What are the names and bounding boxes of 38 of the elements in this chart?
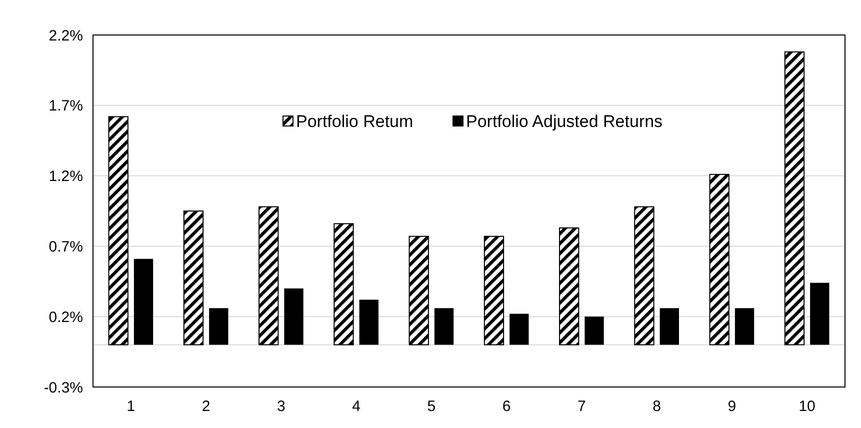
bar: [434, 308, 454, 345]
y-tick-label: 0.2%: [48, 308, 83, 326]
bar: [408, 236, 429, 346]
bar: [134, 258, 154, 345]
x-tick-label: 7: [578, 398, 586, 415]
bar: [284, 288, 304, 345]
bar: [359, 300, 378, 345]
bar: [810, 282, 830, 345]
x-tick-label: 10: [798, 398, 816, 415]
bar: [559, 227, 580, 346]
x-tick-label: 8: [652, 398, 661, 415]
bar: [734, 308, 754, 345]
bar: [784, 51, 805, 346]
bar: [108, 116, 128, 346]
y-tick-label: 2.2%: [48, 27, 83, 44]
bar: [209, 308, 228, 345]
bar: [660, 308, 679, 345]
x-tick-label: 3: [277, 398, 286, 415]
x-tick-label: 9: [728, 398, 736, 415]
bar: [709, 174, 730, 346]
legend-label: Portfolio Retum: [296, 112, 414, 131]
x-tick-label: 4: [352, 398, 360, 415]
bar: [510, 314, 529, 345]
y-tick-label: -0.3%: [44, 379, 83, 396]
x-tick-label: 1: [126, 398, 136, 415]
x-tick-label: 2: [202, 398, 210, 415]
bar: [634, 206, 654, 346]
bar: [584, 316, 604, 345]
bar: [334, 223, 354, 346]
legend-label: Portfolio Adjusted Returns: [466, 112, 663, 131]
bar: [484, 236, 504, 346]
bar: [258, 206, 279, 346]
y-tick-label: 0.7%: [48, 238, 83, 256]
y-tick-label: 1.7%: [48, 98, 83, 115]
x-tick-label: 5: [427, 398, 436, 415]
x-tick-label: 6: [502, 398, 511, 415]
bar: [183, 210, 204, 346]
y-tick-label: 1.2%: [48, 168, 83, 186]
